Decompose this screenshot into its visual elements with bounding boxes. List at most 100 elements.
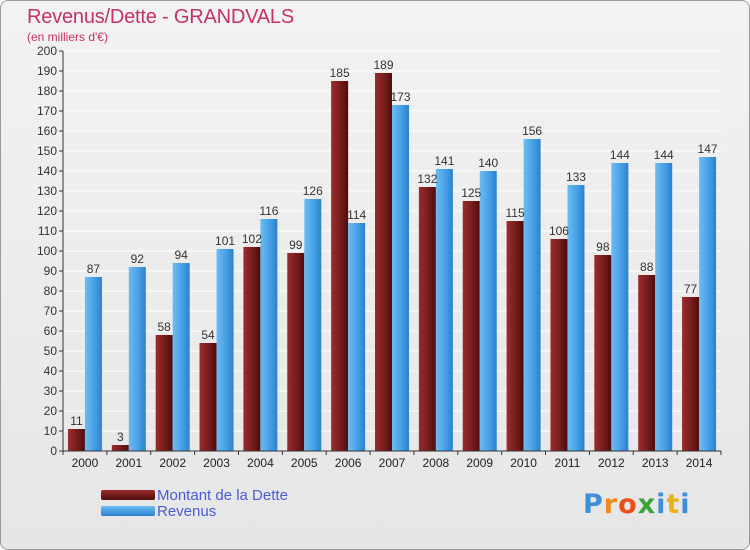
x-tick-label: 2012 <box>598 456 625 470</box>
bar-dette <box>155 335 173 451</box>
y-tick-label: 170 <box>37 104 57 118</box>
legend-label-debt: Montant de la Dette <box>157 486 288 504</box>
x-tick-label: 2014 <box>686 456 713 470</box>
x-tick-label: 2010 <box>510 456 537 470</box>
bar-dette <box>550 239 568 451</box>
y-tick-label: 200 <box>37 44 57 58</box>
label-dette: 99 <box>289 238 303 252</box>
bar-dette <box>67 429 85 451</box>
label-revenus: 173 <box>390 90 410 104</box>
y-tick-label: 120 <box>37 204 57 218</box>
x-tick-label: 2000 <box>72 456 99 470</box>
data-labels: 11 87 3 92 58 94 54 101 102 116 99 126 185 114 189 173 1… <box>70 58 718 444</box>
label-revenus: 144 <box>610 148 630 162</box>
label-dette: 98 <box>596 240 610 254</box>
bar-dette <box>418 187 436 451</box>
y-tick-label: 0 <box>50 444 57 458</box>
label-dette: 189 <box>373 58 393 72</box>
label-dette: 54 <box>201 328 215 342</box>
y-axis-ticks: 0 10 20 30 40 50 60 70 80 90 100 110 120 130 140 150 160… <box>37 44 63 458</box>
bar-revenus <box>523 139 541 451</box>
label-dette: 125 <box>461 186 481 200</box>
bar-revenus <box>304 199 322 451</box>
x-tick-label: 2004 <box>247 456 274 470</box>
bar-revenus <box>435 169 453 451</box>
y-tick-label: 20 <box>44 404 58 418</box>
bar-revenus <box>699 157 717 451</box>
bar-dette <box>243 247 261 451</box>
legend-label-revenus: Revenus <box>157 502 217 520</box>
y-tick-label: 140 <box>37 164 57 178</box>
label-revenus: 116 <box>259 204 278 218</box>
label-dette: 3 <box>117 430 124 444</box>
label-revenus: 156 <box>522 124 542 138</box>
y-tick-label: 10 <box>44 424 58 438</box>
bar-dette <box>111 445 129 451</box>
label-revenus: 140 <box>478 156 498 170</box>
y-tick-label: 50 <box>44 344 58 358</box>
y-tick-label: 150 <box>37 144 57 158</box>
y-tick-label: 130 <box>37 184 57 198</box>
bar-dette <box>331 81 349 451</box>
legend: Montant de la Dette Revenus <box>101 486 288 520</box>
bar-revenus <box>348 223 366 451</box>
label-revenus: 92 <box>131 252 145 266</box>
bar-dette <box>594 255 612 451</box>
y-tick-label: 60 <box>44 324 58 338</box>
bar-revenus <box>84 277 102 451</box>
x-tick-label: 2009 <box>466 456 493 470</box>
chart-title: Revenus/Dette - GRANDVALS <box>27 6 294 28</box>
label-dette: 11 <box>70 414 83 428</box>
y-tick-label: 160 <box>37 124 57 138</box>
label-dette: 58 <box>157 320 171 334</box>
label-dette: 102 <box>242 232 262 246</box>
x-tick-label: 2005 <box>291 456 318 470</box>
y-tick-label: 110 <box>38 224 57 238</box>
bar-revenus <box>128 267 146 451</box>
bar-revenus <box>611 163 629 451</box>
label-revenus: 144 <box>654 148 674 162</box>
x-tick-label: 2002 <box>159 456 186 470</box>
chart-subtitle: (en milliers d'€) <box>27 30 108 44</box>
bar-revenus <box>172 263 190 451</box>
y-tick-label: 190 <box>37 64 57 78</box>
label-dette: 115 <box>506 206 525 220</box>
x-tick-label: 2013 <box>642 456 669 470</box>
bar-dette <box>287 253 305 451</box>
bar-revenus <box>216 249 234 451</box>
label-revenus: 147 <box>698 142 718 156</box>
x-tick-label: 2008 <box>423 456 450 470</box>
proxiti-logo: Proxiti <box>583 489 691 520</box>
bar-revenus <box>655 163 673 451</box>
label-revenus: 114 <box>347 208 366 222</box>
label-dette: 77 <box>684 282 698 296</box>
x-tick-label: 2003 <box>203 456 230 470</box>
y-tick-label: 70 <box>44 304 58 318</box>
label-revenus: 94 <box>174 248 188 262</box>
label-revenus: 141 <box>434 154 454 168</box>
x-tick-label: 2011 <box>555 456 581 470</box>
y-tick-label: 180 <box>37 84 57 98</box>
label-revenus: 101 <box>215 234 235 248</box>
bar-dette <box>199 343 217 451</box>
bar-dette <box>462 201 480 451</box>
label-dette: 88 <box>640 260 654 274</box>
label-revenus: 126 <box>303 184 323 198</box>
label-revenus: 87 <box>87 262 101 276</box>
label-dette: 185 <box>330 66 350 80</box>
y-tick-label: 90 <box>44 264 58 278</box>
legend-swatch-debt <box>101 490 155 500</box>
bars <box>67 73 717 451</box>
legend-item-revenus: Revenus <box>101 502 288 520</box>
bar-dette <box>375 73 392 451</box>
bar-dette <box>682 297 700 451</box>
legend-item-debt: Montant de la Dette <box>101 486 288 504</box>
label-dette: 106 <box>549 224 569 238</box>
bar-revenus <box>479 171 497 451</box>
bar-revenus <box>567 185 585 451</box>
axes <box>62 51 721 452</box>
legend-swatch-revenus <box>101 506 155 516</box>
x-axis-ticks: 2000 2001 2002 2003 2004 2005 2006 2007 2008 2009… <box>62 451 722 470</box>
label-revenus: 133 <box>566 170 586 184</box>
